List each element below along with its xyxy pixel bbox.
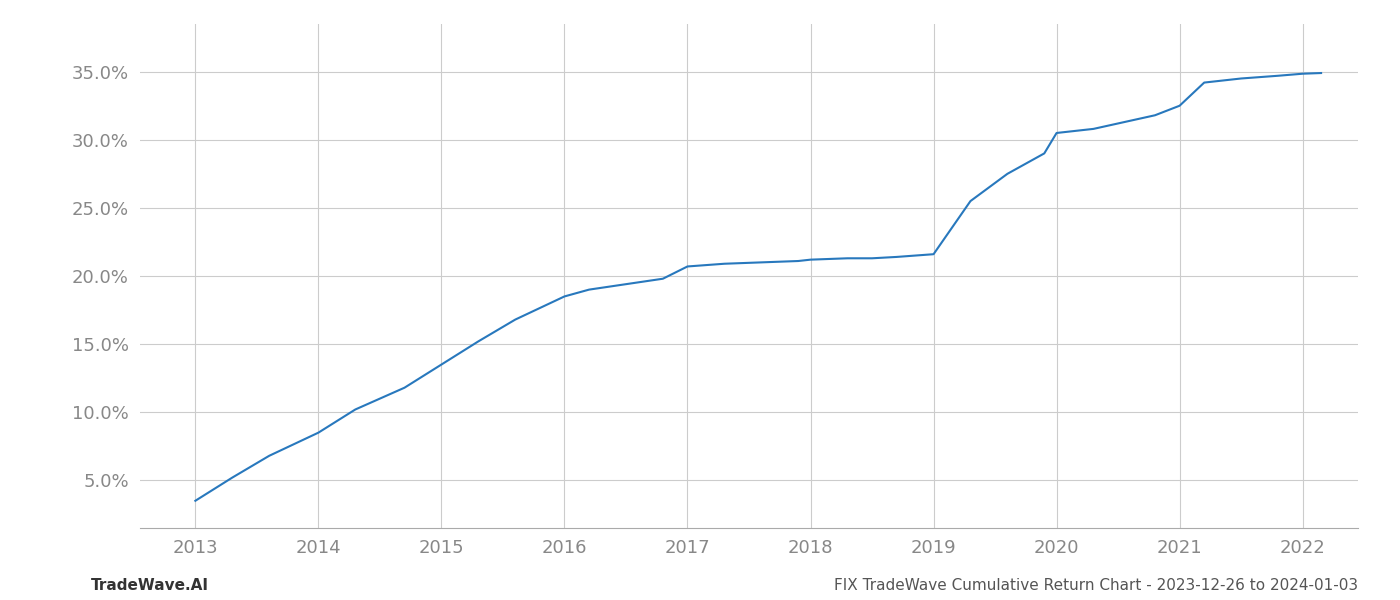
Text: FIX TradeWave Cumulative Return Chart - 2023-12-26 to 2024-01-03: FIX TradeWave Cumulative Return Chart - …: [834, 578, 1358, 593]
Text: TradeWave.AI: TradeWave.AI: [91, 578, 209, 593]
